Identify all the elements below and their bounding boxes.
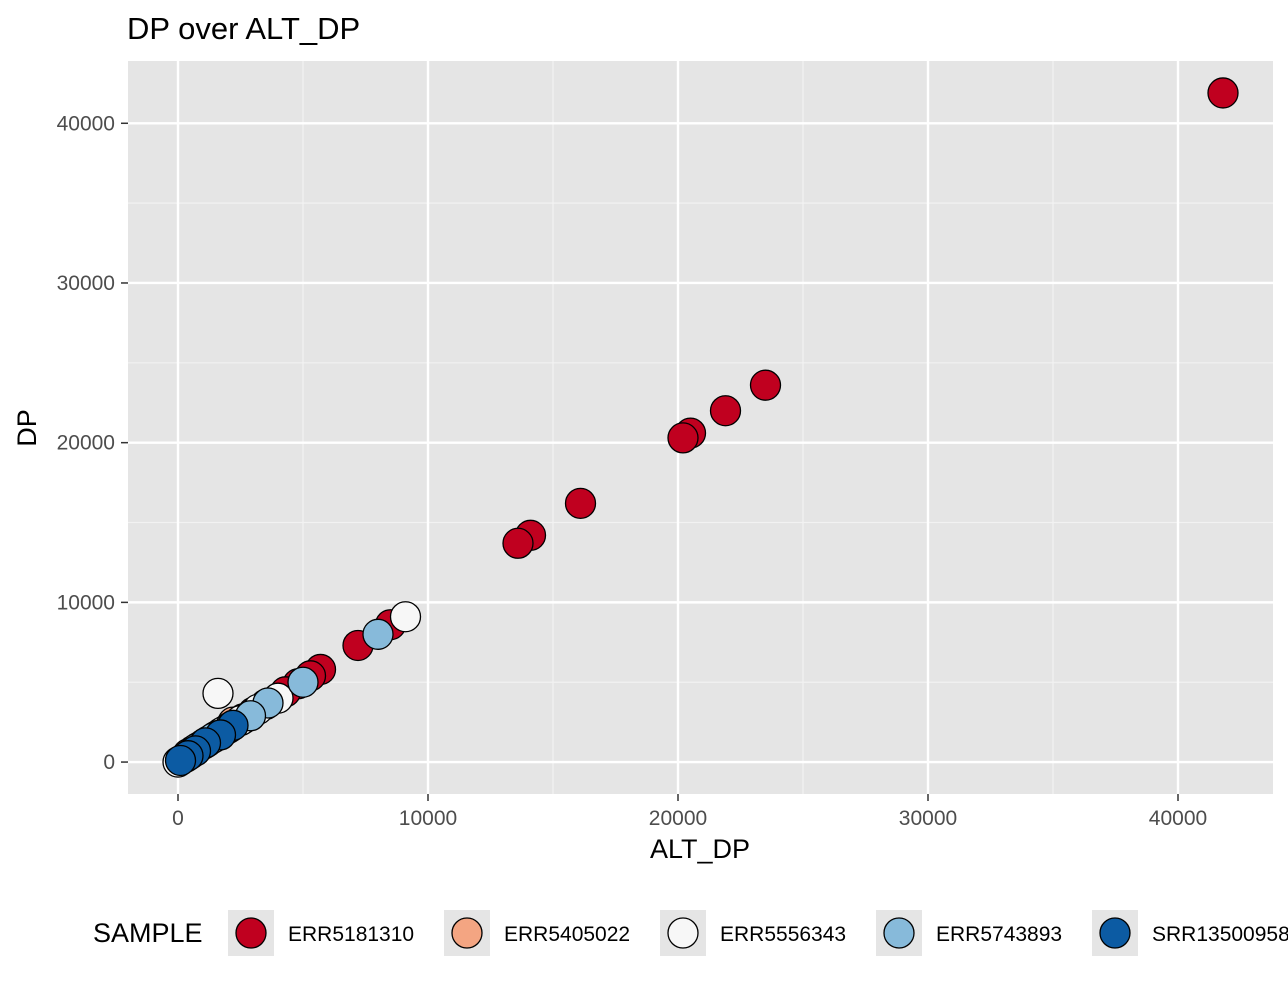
point-err5181310 bbox=[709, 395, 742, 427]
legend-marker-err5181310 bbox=[235, 917, 267, 949]
point-err5743893 bbox=[287, 666, 319, 698]
legend-label-err5743893: ERR5743893 bbox=[936, 923, 1062, 946]
x-tick-label: 30000 bbox=[899, 807, 957, 830]
y-tick-label: 10000 bbox=[57, 591, 115, 614]
x-tick-label: 40000 bbox=[1149, 807, 1207, 830]
legend-label-err5181310: ERR5181310 bbox=[288, 923, 414, 946]
point-err5181310 bbox=[502, 527, 534, 559]
point-err5556343 bbox=[389, 601, 422, 633]
legend-label-err5405022: ERR5405022 bbox=[504, 923, 630, 946]
legend: SAMPLE ERR5181310 ERR5405022 ERR5556343 ERR… bbox=[93, 910, 1288, 956]
point-err5556343 bbox=[202, 677, 234, 710]
legend-label-err5556343: ERR5556343 bbox=[720, 923, 846, 946]
y-tick-label: 20000 bbox=[57, 432, 115, 455]
legend-marker-err5405022 bbox=[451, 917, 483, 949]
data-points bbox=[162, 77, 1239, 778]
x-tick-label: 20000 bbox=[649, 807, 707, 830]
y-axis-ticks: 0 10000 20000 30000 40000 bbox=[57, 112, 128, 774]
legend-marker-srr13500958 bbox=[1099, 917, 1131, 949]
legend-marker-err5556343 bbox=[667, 917, 699, 949]
legend-marker-err5743893 bbox=[883, 917, 915, 949]
point-err5181310 bbox=[1207, 77, 1239, 109]
x-axis-ticks: 0 10000 20000 30000 40000 bbox=[172, 794, 1207, 830]
point-srr13500958 bbox=[164, 744, 197, 777]
point-err5181310 bbox=[564, 487, 597, 520]
x-tick-label: 10000 bbox=[399, 807, 457, 830]
y-tick-label: 40000 bbox=[57, 112, 115, 135]
x-axis-title: ALT_DP bbox=[650, 834, 750, 864]
x-tick-label: 0 bbox=[172, 807, 184, 830]
point-err5181310 bbox=[667, 422, 699, 454]
point-err5181310 bbox=[749, 369, 782, 401]
y-axis-title: DP bbox=[12, 409, 42, 447]
point-err5743893 bbox=[362, 618, 394, 650]
y-tick-label: 30000 bbox=[57, 272, 115, 295]
legend-title: SAMPLE bbox=[93, 918, 203, 948]
chart-title: DP over ALT_DP bbox=[127, 11, 360, 46]
y-tick-label: 0 bbox=[103, 751, 115, 774]
legend-label-srr13500958: SRR13500958 bbox=[1152, 923, 1288, 946]
